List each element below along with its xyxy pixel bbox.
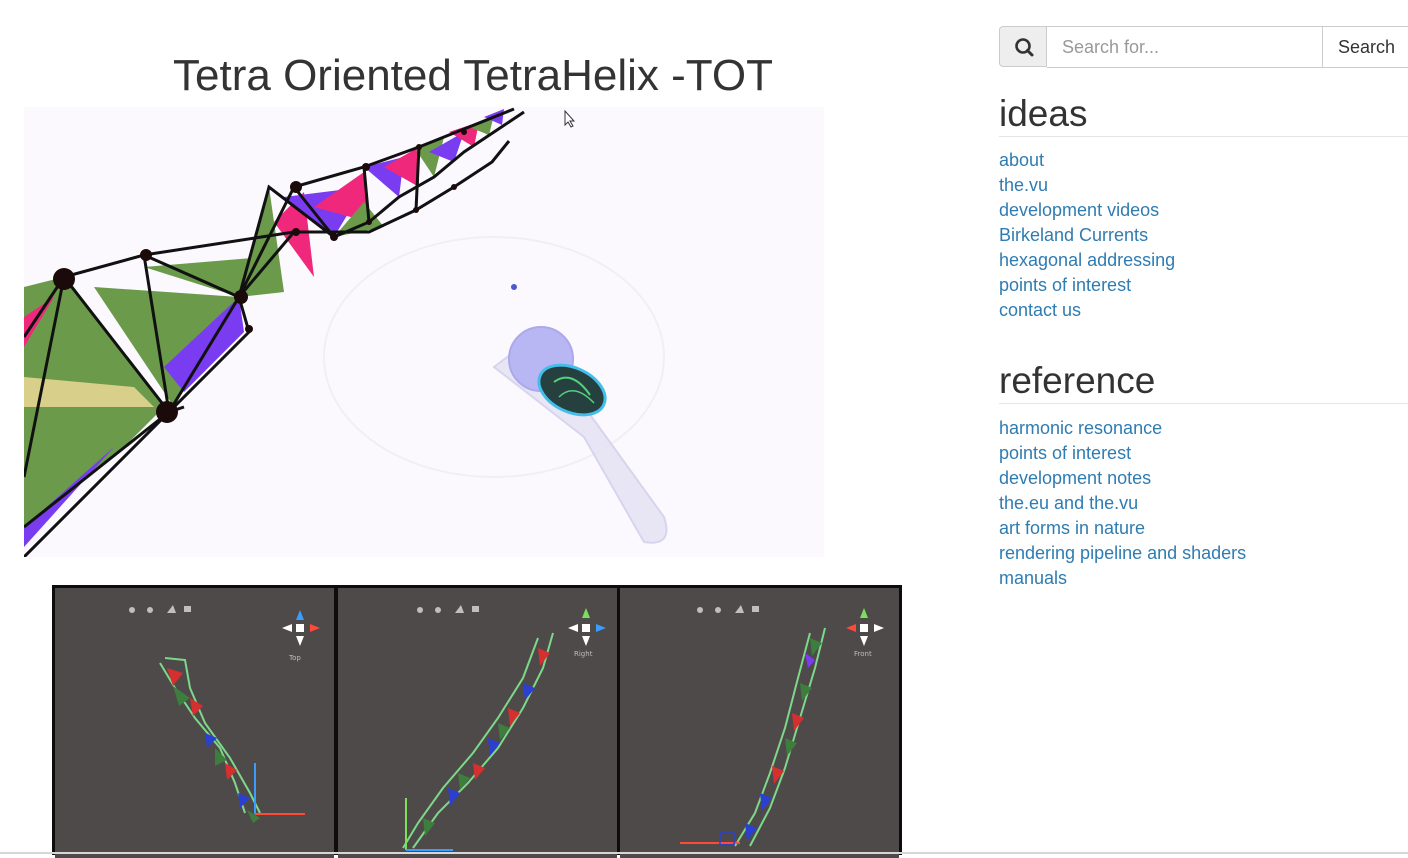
view-gizmo (568, 608, 606, 646)
link-hexagonal-addressing[interactable]: hexagonal addressing (999, 250, 1176, 270)
top-view-render (129, 605, 320, 823)
front-view-render (680, 605, 884, 847)
editor-views-image: Top (52, 585, 902, 858)
list-item: contact us (999, 300, 1408, 325)
page-title: Tetra Oriented TetraHelix -TOT (173, 51, 773, 100)
view-gizmo (282, 610, 320, 646)
helix-nodes (53, 129, 467, 423)
tetrahelix-render-image (24, 107, 824, 557)
link-harmonic-resonance[interactable]: harmonic resonance (999, 418, 1163, 438)
search-input[interactable] (1047, 26, 1323, 68)
ideas-heading: ideas (999, 94, 1408, 137)
search-icon (1015, 38, 1034, 57)
search-icon-button[interactable] (999, 26, 1047, 67)
helix-faces (24, 109, 504, 547)
reference-heading: reference (999, 361, 1408, 404)
link-the-eu-and-the-vu[interactable]: the.eu and the.vu (999, 493, 1139, 513)
ideas-link-list: about the.vu development videos Birkelan… (999, 150, 1408, 325)
view-label: Top (289, 654, 301, 662)
list-item: rendering pipeline and shaders (999, 543, 1408, 568)
link-development-videos[interactable]: development videos (999, 200, 1160, 220)
view-label: Front (854, 650, 872, 658)
list-item: Birkeland Currents (999, 225, 1408, 250)
link-development-notes[interactable]: development notes (999, 468, 1152, 488)
view-toolbar-icons (129, 605, 191, 613)
view-gizmo (846, 608, 884, 646)
link-about[interactable]: about (999, 150, 1045, 170)
link-the-vu[interactable]: the.vu (999, 175, 1049, 195)
list-item: manuals (999, 568, 1408, 593)
link-points-of-interest-ref[interactable]: points of interest (999, 443, 1132, 463)
list-item: development videos (999, 200, 1408, 225)
list-item: about (999, 150, 1408, 175)
list-item: the.vu (999, 175, 1408, 200)
main-content: Tetra Oriented TetraHelix -TOT (24, 51, 902, 858)
view-label: Right (574, 650, 593, 658)
view-toolbar-icons (417, 605, 479, 613)
view-toolbar-icons (697, 605, 759, 613)
list-item: harmonic resonance (999, 418, 1408, 443)
list-item: development notes (999, 468, 1408, 493)
list-item: points of interest (999, 443, 1408, 468)
right-view-panel: Right (338, 588, 617, 858)
link-points-of-interest[interactable]: points of interest (999, 275, 1132, 295)
reference-link-list: harmonic resonance points of interest de… (999, 418, 1408, 593)
link-manuals[interactable]: manuals (999, 568, 1068, 588)
list-item: the.eu and the.vu (999, 493, 1408, 518)
search-button[interactable]: Search (1322, 26, 1408, 68)
top-view-panel: Top (55, 588, 334, 858)
vr-controller-shape (492, 284, 668, 544)
window-bottom-edge (0, 852, 1408, 854)
list-item: art forms in nature (999, 518, 1408, 543)
list-item: hexagonal addressing (999, 250, 1408, 275)
front-view-panel: Front (620, 588, 899, 858)
link-art-forms-in-nature[interactable]: art forms in nature (999, 518, 1146, 538)
tetrahelix-scene (24, 107, 668, 557)
link-birkeland-currents[interactable]: Birkeland Currents (999, 225, 1149, 245)
link-rendering-pipeline[interactable]: rendering pipeline and shaders (999, 543, 1247, 563)
search-bar: Search (999, 26, 1408, 68)
link-contact-us[interactable]: contact us (999, 300, 1082, 320)
list-item: points of interest (999, 275, 1408, 300)
right-view-render (402, 605, 606, 851)
mouse-pointer-icon (564, 110, 576, 128)
